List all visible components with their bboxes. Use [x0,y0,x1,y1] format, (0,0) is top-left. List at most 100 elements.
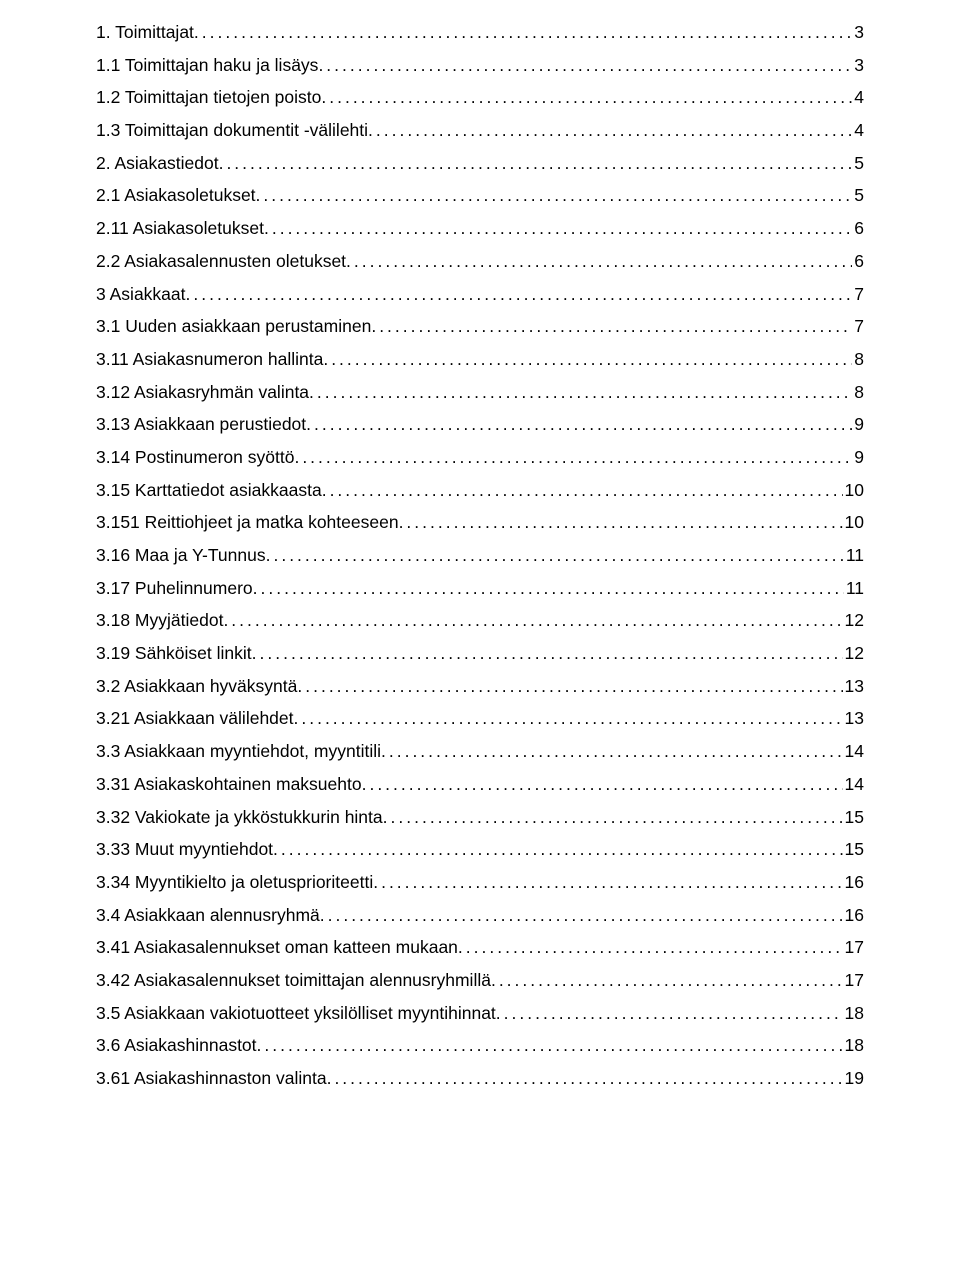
toc-entry-label: 1.2 Toimittajan tietojen poisto [96,89,321,107]
toc-entry-page: 18 [843,1037,864,1055]
toc-leader-dots [371,318,852,336]
toc-leader-dots [373,874,842,892]
toc-entry: 3.42 Asiakasalennukset toimittajan alenn… [96,972,864,990]
toc-leader-dots [186,286,853,304]
toc-leader-dots [223,612,842,630]
toc-entry: 3.34 Myyntikielto ja oletusprioriteetti 1… [96,874,864,892]
toc-entry: 3.12 Asiakasryhmän valinta8 [96,384,864,402]
toc-entry: 2.11 Asiakasoletukset 6 [96,220,864,238]
toc-leader-dots [399,514,843,532]
toc-entry: 3.6 Asiakashinnastot18 [96,1037,864,1055]
toc-entry-page: 16 [843,874,864,892]
toc-entry-label: 3.12 Asiakasryhmän valinta [96,384,309,402]
toc-entry-page: 3 [852,24,864,42]
toc-entry-label: 2. Asiakastiedot [96,155,219,173]
toc-entry-page: 6 [852,253,864,271]
toc-entry-label: 3.16 Maa ja Y-Tunnus [96,547,266,565]
toc-entry-page: 3 [852,57,864,75]
toc-entry: 3.3 Asiakkaan myyntiehdot, myyntitili14 [96,743,864,761]
toc-entry-label: 1.1 Toimittajan haku ja lisäys [96,57,318,75]
toc-entry-page: 17 [843,939,864,957]
toc-entry-label: 3.19 Sähköiset linkit [96,645,252,663]
toc-entry: 3.4 Asiakkaan alennusryhmä16 [96,907,864,925]
toc-entry-label: 2.2 Asiakasalennusten oletukset [96,253,346,271]
toc-leader-dots [323,351,852,369]
toc-entry-label: 3.41 Asiakasalennukset oman katteen muka… [96,939,458,957]
toc-entry: 3.151 Reittiohjeet ja matka kohteeseen 10 [96,514,864,532]
toc-entry: 3.1 Uuden asiakkaan perustaminen 7 [96,318,864,336]
toc-entry: 3.61 Asiakashinnaston valinta 19 [96,1070,864,1088]
toc-leader-dots [294,449,852,467]
toc-entry: 3.14 Postinumeron syöttö9 [96,449,864,467]
toc-leader-dots [322,482,843,500]
toc-entry-page: 7 [852,286,864,304]
toc-entry-label: 3.33 Muut myyntiehdot [96,841,273,859]
toc-leader-dots [321,89,852,107]
toc-entry-page: 14 [843,776,864,794]
toc-leader-dots [294,710,843,728]
toc-entry: 3 Asiakkaat7 [96,286,864,304]
toc-leader-dots [253,580,844,598]
toc-entry-page: 18 [843,1005,864,1023]
toc-entry-label: 3.1 Uuden asiakkaan perustaminen [96,318,371,336]
toc-entry-label: 3.151 Reittiohjeet ja matka kohteeseen [96,514,399,532]
toc-entry-label: 3.31 Asiakaskohtainen maksuehto [96,776,362,794]
toc-leader-dots [266,547,844,565]
toc-entry-page: 17 [843,972,864,990]
toc-entry-label: 2.11 Asiakasoletukset [96,220,264,238]
toc-entry-page: 19 [843,1070,864,1088]
toc-leader-dots [252,645,843,663]
toc-leader-dots [256,187,853,205]
toc-entry-page: 16 [843,907,864,925]
toc-entry-page: 8 [852,351,864,369]
toc-entry: 3.19 Sähköiset linkit12 [96,645,864,663]
toc-entry-page: 15 [843,809,864,827]
toc-entry-label: 3.18 Myyjätiedot [96,612,223,630]
toc-leader-dots [318,57,852,75]
toc-entry-label: 3.21 Asiakkaan välilehdet [96,710,294,728]
toc-entry: 3.31 Asiakaskohtainen maksuehto 14 [96,776,864,794]
toc-entry: 3.15 Karttatiedot asiakkaasta 10 [96,482,864,500]
toc-entry: 3.17 Puhelinnumero11 [96,580,864,598]
toc-entry-page: 10 [843,482,864,500]
toc-entry-label: 3.15 Karttatiedot asiakkaasta [96,482,322,500]
toc-entry-label: 3.34 Myyntikielto ja oletusprioriteetti [96,874,373,892]
toc-entry: 1.2 Toimittajan tietojen poisto 4 [96,89,864,107]
toc-leader-dots [381,743,843,761]
toc-entry-label: 3.2 Asiakkaan hyväksyntä [96,678,297,696]
toc-entry-page: 11 [844,547,864,565]
toc-entry-page: 12 [843,612,864,630]
toc-entry-page: 5 [852,155,864,173]
toc-leader-dots [257,1037,843,1055]
toc-entry-page: 13 [843,678,864,696]
toc-entry-label: 3.13 Asiakkaan perustiedot [96,416,306,434]
toc-entry: 3.18 Myyjätiedot 12 [96,612,864,630]
toc-entry-page: 10 [843,514,864,532]
toc-leader-dots [362,776,843,794]
toc-entry: 3.16 Maa ja Y-Tunnus 11 [96,547,864,565]
toc-leader-dots [297,678,842,696]
toc-leader-dots [273,841,842,859]
toc-leader-dots [346,253,852,271]
toc-entry: 3.13 Asiakkaan perustiedot9 [96,416,864,434]
toc-entry: 3.11 Asiakasnumeron hallinta8 [96,351,864,369]
toc-entry: 3.32 Vakiokate ja ykköstukkurin hinta15 [96,809,864,827]
toc-entry: 3.5 Asiakkaan vakiotuotteet yksilölliset… [96,1005,864,1023]
toc-leader-dots [368,122,852,140]
toc-leader-dots [309,384,852,402]
toc-entry-page: 15 [843,841,864,859]
toc-entry-page: 11 [844,580,864,598]
toc-entry: 3.33 Muut myyntiehdot 15 [96,841,864,859]
toc-entry-label: 3.42 Asiakasalennukset toimittajan alenn… [96,972,491,990]
toc-entry: 1. Toimittajat3 [96,24,864,42]
toc-leader-dots [383,809,843,827]
toc-entry-label: 3.61 Asiakashinnaston valinta [96,1070,327,1088]
toc-entry-page: 4 [852,89,864,107]
toc-entry-page: 7 [852,318,864,336]
toc-leader-dots [306,416,852,434]
toc-entry: 2.2 Asiakasalennusten oletukset 6 [96,253,864,271]
toc-leader-dots [219,155,853,173]
toc-entry-page: 6 [852,220,864,238]
toc-leader-dots [327,1070,843,1088]
toc-entry-label: 3.5 Asiakkaan vakiotuotteet yksilölliset… [96,1005,496,1023]
